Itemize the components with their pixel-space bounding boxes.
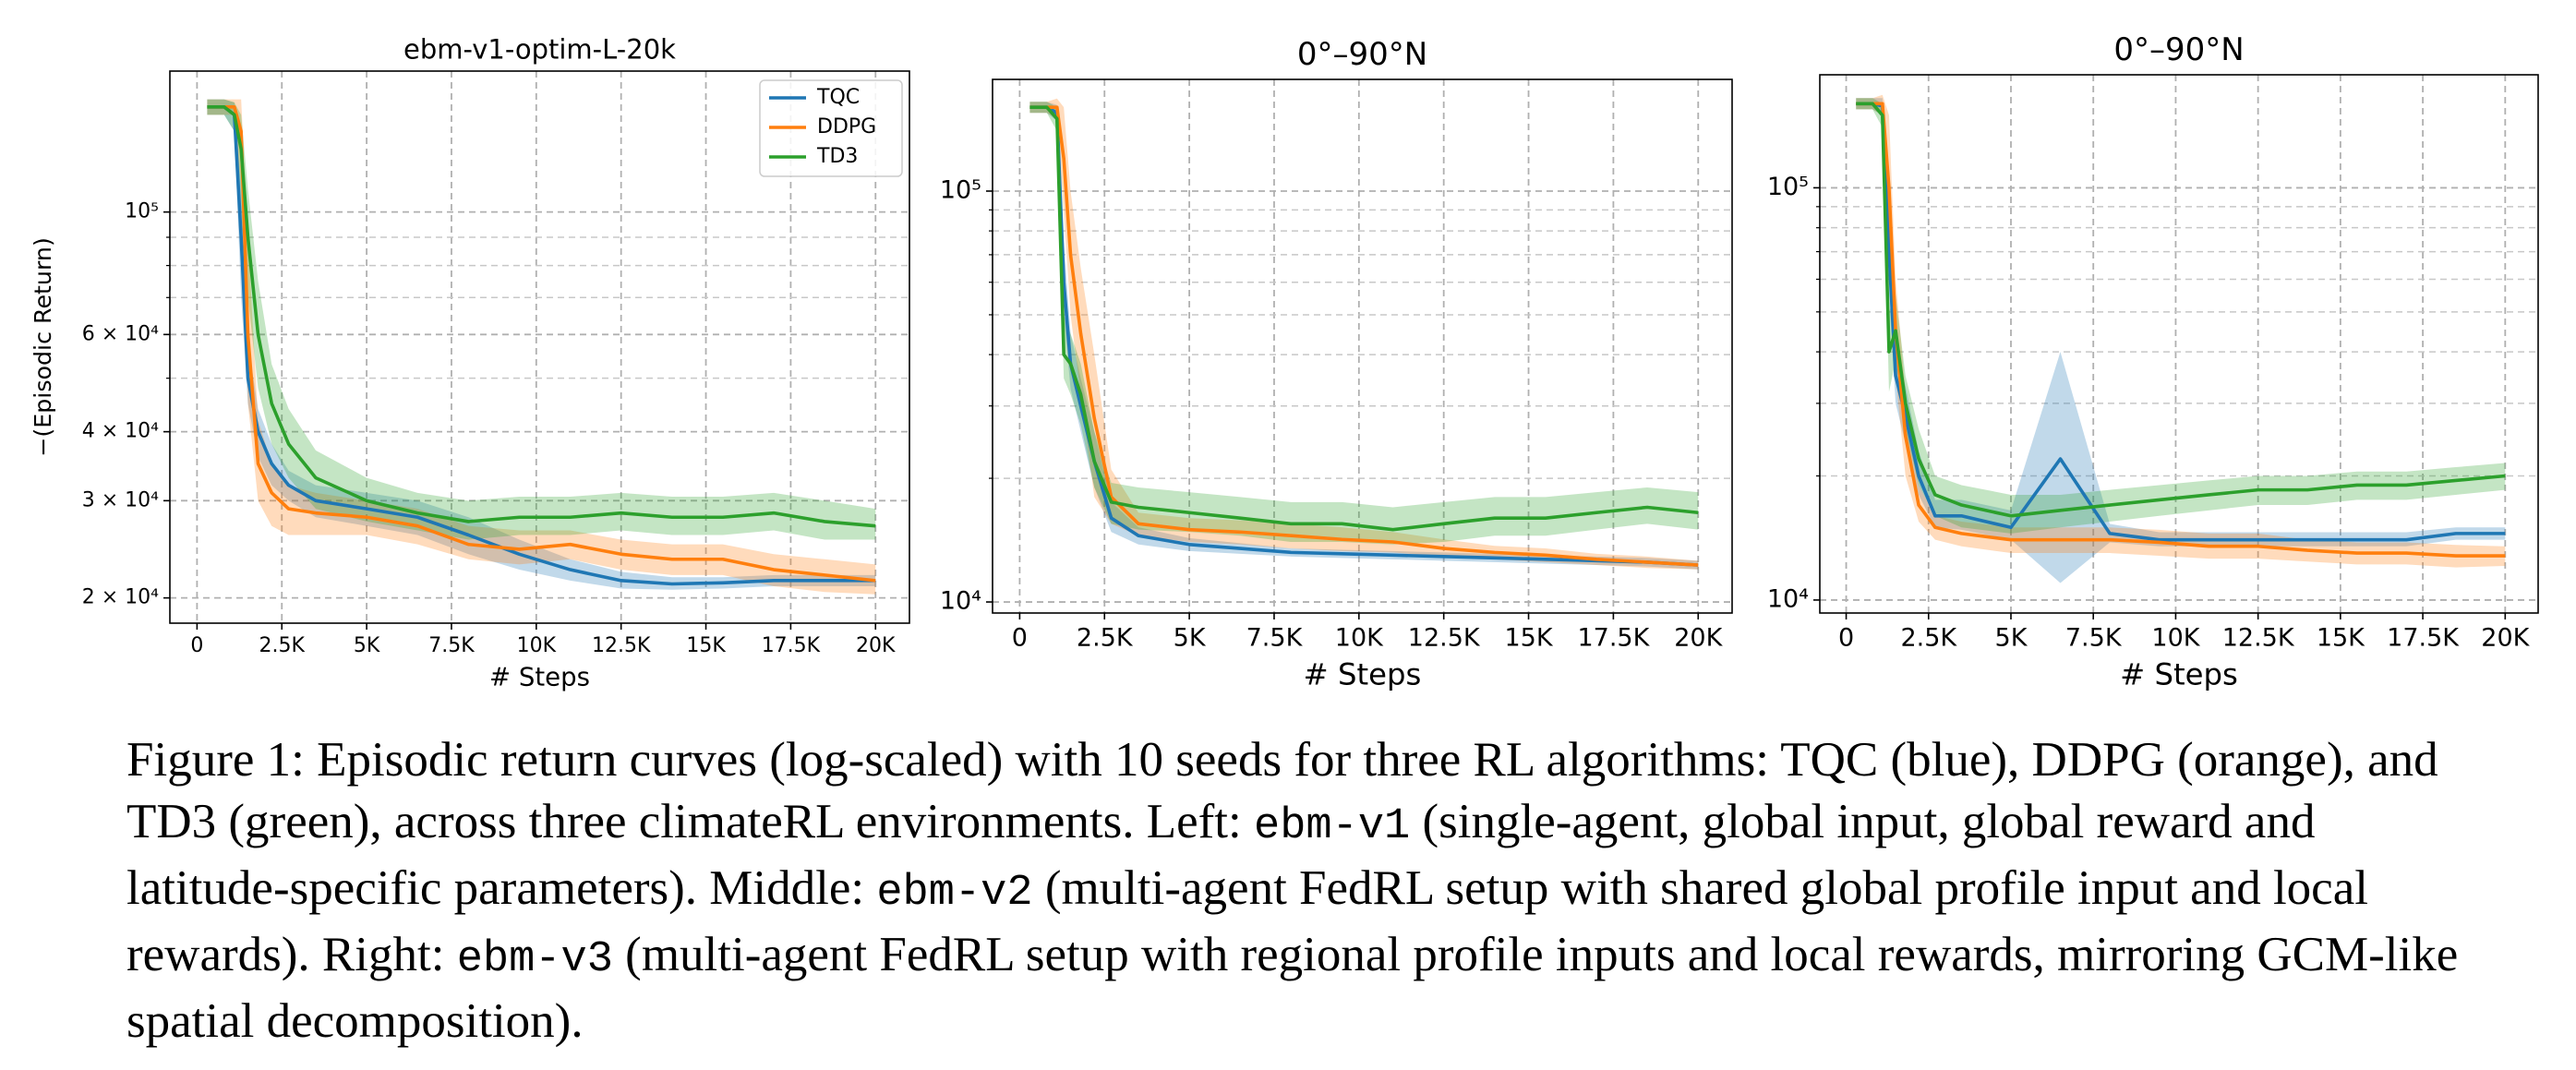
legend-label: DDPG bbox=[817, 115, 876, 138]
y-tick-label: 10⁴ bbox=[940, 587, 981, 616]
x-tick-label: 17.5K bbox=[2387, 624, 2460, 653]
confidence-band bbox=[1856, 98, 2506, 534]
x-tick-label: 15K bbox=[686, 634, 726, 657]
axes-frame bbox=[1819, 74, 2539, 614]
series-line bbox=[1856, 102, 2506, 558]
x-tick-label: 2.5K bbox=[1077, 624, 1134, 653]
caption-text: (multi-agent FedRL setup with regional p… bbox=[126, 928, 2459, 1048]
x-tick-label: 12.5K bbox=[2222, 624, 2295, 653]
confidence-band bbox=[1856, 94, 2506, 568]
y-axis-label: −(Episodic Return) bbox=[30, 237, 56, 457]
chart-title: ebm-v1-optim-L-20k bbox=[403, 33, 676, 65]
caption-text: (single-agent, global input, global rewa… bbox=[126, 795, 2316, 915]
y-tick-label: 10⁴ bbox=[1767, 584, 1809, 613]
x-tick-label: 10K bbox=[517, 634, 557, 657]
plot-area bbox=[1820, 75, 2538, 613]
series-line bbox=[1029, 105, 1699, 532]
x-tick-label: 2.5K bbox=[1900, 624, 1957, 653]
series-group bbox=[1856, 94, 2506, 583]
chart-title: 0°–90°N bbox=[1297, 36, 1427, 73]
series-line bbox=[207, 105, 876, 586]
x-tick-label: 7.5K bbox=[1246, 624, 1304, 653]
confidence-band bbox=[1029, 102, 1699, 545]
x-tick-label: 5K bbox=[354, 634, 380, 657]
x-tick-label: 0 bbox=[1838, 624, 1854, 653]
y-tick-label: 10⁵ bbox=[1767, 173, 1809, 201]
x-tick-label: 5K bbox=[1995, 624, 2028, 653]
figure: 0 2.5K 5K 7.5K 10K 12.5K 15K 17.5K 20K 2 × 10⁴ 3 ×… bbox=[30, 31, 2539, 692]
y-tick-label: 3 × 10⁴ bbox=[82, 488, 159, 511]
x-tick-label: 0 bbox=[1012, 624, 1028, 653]
y-tick-label: 10⁵ bbox=[940, 175, 981, 204]
caption-code: ebm-v1 bbox=[1254, 802, 1411, 851]
caption: Figure 1: Episodic return curves (log-sc… bbox=[126, 729, 2490, 1052]
x-axis-label: # Steps bbox=[489, 663, 590, 692]
x-tick-label: 20K bbox=[856, 634, 896, 657]
caption-text: Figure 1: Episodic return curves (log-sc… bbox=[126, 733, 2438, 848]
legend-label: TD3 bbox=[816, 145, 858, 168]
chart-title: 0°–90°N bbox=[2113, 31, 2244, 68]
series-line bbox=[1029, 105, 1699, 567]
x-tick-label: 20K bbox=[2481, 624, 2530, 653]
x-tick-label: 20K bbox=[1674, 624, 1723, 653]
series-line bbox=[1856, 102, 2506, 518]
x-tick-label: 7.5K bbox=[2065, 624, 2123, 653]
x-tick-label: 5K bbox=[1174, 624, 1207, 653]
x-tick-label: 12.5K bbox=[592, 634, 651, 657]
x-tick-label: 10K bbox=[1335, 624, 1384, 653]
legend-label: TQC bbox=[816, 86, 860, 109]
x-tick-label: 12.5K bbox=[1408, 624, 1481, 653]
x-axis-label: # Steps bbox=[1304, 657, 1422, 692]
x-tick-label: 0 bbox=[190, 634, 203, 657]
series-group bbox=[1029, 98, 1699, 570]
x-tick-label: 17.5K bbox=[1577, 624, 1650, 653]
x-tick-label: 2.5K bbox=[259, 634, 306, 657]
caption-code: ebm-v2 bbox=[876, 869, 1033, 918]
x-tick-label: 10K bbox=[2151, 624, 2200, 653]
axes-frame bbox=[992, 78, 1733, 614]
series-line bbox=[1856, 102, 2506, 542]
x-tick-label: 15K bbox=[2317, 624, 2365, 653]
series-group bbox=[207, 99, 876, 595]
series-line bbox=[1029, 105, 1699, 567]
x-tick-label: 17.5K bbox=[762, 634, 821, 657]
x-tick-label: 15K bbox=[1505, 624, 1554, 653]
y-tick-label: 4 × 10⁴ bbox=[82, 420, 159, 443]
caption-text: (multi-agent FedRL setup with shared glo… bbox=[126, 861, 2368, 981]
y-tick-label: 2 × 10⁴ bbox=[82, 586, 159, 609]
x-tick-label: 7.5K bbox=[428, 634, 475, 657]
y-tick-label: 10⁵ bbox=[125, 200, 159, 223]
plot-area bbox=[993, 79, 1732, 613]
caption-code: ebm-v3 bbox=[456, 935, 613, 984]
x-axis-label: # Steps bbox=[2120, 657, 2238, 692]
legend-box bbox=[759, 79, 903, 177]
y-tick-label: 6 × 10⁴ bbox=[82, 322, 159, 345]
axes-frame bbox=[169, 70, 910, 624]
series-line bbox=[207, 105, 876, 528]
